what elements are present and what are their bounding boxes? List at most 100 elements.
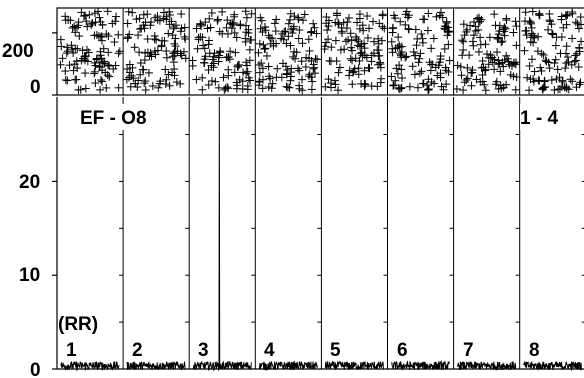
scatter-point [340,45,349,54]
scatter-point [233,81,242,90]
scatter-point [98,77,107,86]
scatter-point [471,26,480,35]
scatter-point [282,82,291,91]
scatter-point [375,19,384,28]
scatter-point [156,77,165,86]
scatter-point [236,20,245,29]
scatter-point [299,16,308,25]
scatter-point [216,47,225,56]
scatter-point [150,35,159,44]
scatter-point [90,67,99,76]
scatter-point [391,76,400,85]
scatter-point [485,33,494,42]
scatter-point [95,13,104,22]
scatter-strip [52,7,584,96]
scatter-point [389,23,398,32]
scatter-point [397,65,406,74]
scatter-point [494,30,503,39]
scatter-point [232,33,241,42]
scatter-point [459,37,468,46]
scatter-point [205,14,214,23]
scatter-point [574,24,583,33]
scatter-point [287,64,296,73]
y-tick-label: 20 [19,172,40,193]
scatter-point [61,75,70,84]
scatter-point [192,24,201,33]
scatter-point [427,44,436,53]
scatter-point [124,7,133,16]
scatter-point [218,7,227,16]
scatter-point [559,23,568,32]
scatter-point [288,29,297,38]
scatter-point [241,34,250,43]
scatter-point [509,58,518,67]
scatter-point [105,72,114,81]
scatter-point [521,17,530,26]
scatter-point [75,32,84,41]
scatter-point [389,81,398,90]
scatter-point [96,76,105,85]
scatter-point [576,78,584,87]
scatter-point [230,10,239,19]
scatter-point [109,64,118,73]
scatter-point [114,49,123,58]
scatter-point [481,86,490,95]
scatter-point [465,51,474,60]
scatter-point [551,55,560,64]
scatter-point [428,60,437,69]
scatter-point [203,24,212,33]
scatter-point [270,19,279,28]
scatter-point [79,12,88,21]
scatter-point [551,41,560,50]
scatter-point [286,76,295,85]
scatter-point [506,70,515,79]
scatter-point [255,39,264,48]
signal-trace [523,360,583,372]
scatter-point [463,63,472,72]
scatter-point [70,60,79,69]
scatter-point [332,11,341,20]
scatter-point [387,37,396,46]
scatter-point [200,44,209,53]
scatter-point [162,53,171,62]
scatter-point [480,80,489,89]
scatter-points [56,7,584,95]
annotation-backdrop [116,104,132,130]
signal-y-ticks [52,180,57,370]
scatter-point [161,80,170,89]
scatter-point [500,31,509,40]
scatter-point [112,12,121,21]
scatter-point [463,25,472,34]
scatter-point [258,84,267,93]
scatter-point [114,30,123,39]
scatter-point [511,17,520,26]
scatter-point [219,73,228,82]
scatter-point [242,13,251,22]
scatter-point [73,44,82,53]
scatter-point [295,84,304,93]
scatter-point [336,45,345,54]
scatter-point [201,18,210,27]
signal-traces [60,96,583,372]
scatter-point [550,85,559,94]
scatter-point [346,54,355,63]
scatter-point [128,63,137,72]
scatter-point [562,11,571,20]
scatter-point [194,35,203,44]
scatter-point [301,62,310,71]
scatter-point [197,22,206,31]
scatter-point [545,16,554,25]
scatter-point [243,81,252,90]
scatter-point [507,61,516,70]
scatter-point [165,10,174,19]
scatter-point [141,85,150,94]
scatter-point [213,16,222,25]
scatter-point [135,48,144,57]
scatter-point [92,54,101,63]
scatter-point [418,79,427,88]
scatter-y-ticks [52,32,57,96]
scatter-point [148,82,157,91]
scatter-point [146,21,155,30]
scatter-point [480,66,489,75]
scatter-point [218,29,227,38]
